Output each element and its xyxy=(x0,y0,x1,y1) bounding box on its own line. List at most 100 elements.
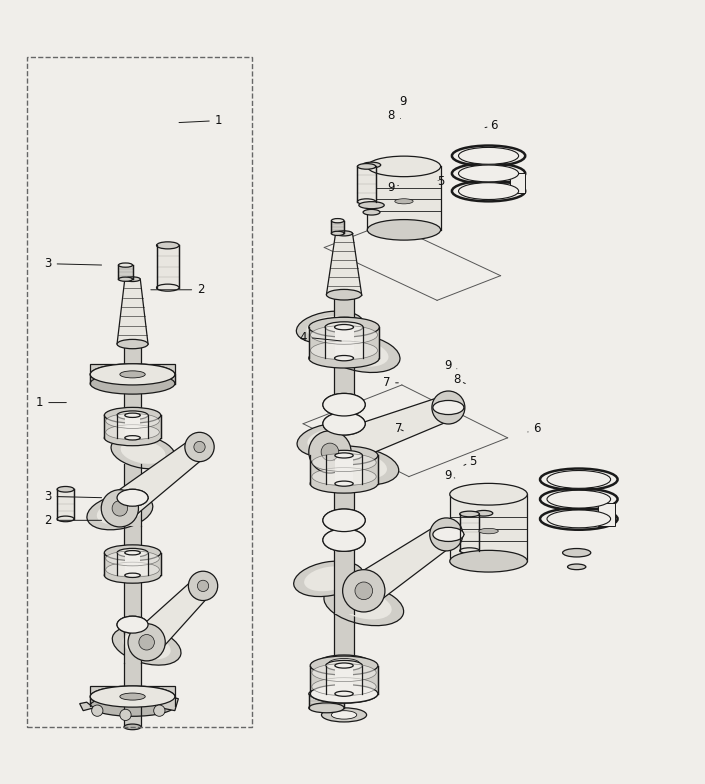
Ellipse shape xyxy=(57,516,74,521)
Text: 3: 3 xyxy=(44,490,102,503)
Ellipse shape xyxy=(326,660,362,670)
Circle shape xyxy=(188,572,218,601)
Ellipse shape xyxy=(458,165,519,182)
Ellipse shape xyxy=(433,401,464,415)
Text: 9: 9 xyxy=(444,359,457,372)
Ellipse shape xyxy=(323,509,365,532)
Ellipse shape xyxy=(460,548,479,554)
Text: 1: 1 xyxy=(36,396,66,409)
Polygon shape xyxy=(157,695,178,710)
Bar xyxy=(310,456,378,484)
Ellipse shape xyxy=(118,263,133,267)
Polygon shape xyxy=(117,279,148,344)
Ellipse shape xyxy=(106,413,159,428)
Ellipse shape xyxy=(117,339,148,349)
Circle shape xyxy=(321,443,339,461)
Ellipse shape xyxy=(111,435,175,469)
Ellipse shape xyxy=(323,528,365,551)
Bar xyxy=(157,245,179,288)
Ellipse shape xyxy=(304,566,353,591)
Ellipse shape xyxy=(335,355,354,361)
Bar xyxy=(57,489,74,519)
Text: 8: 8 xyxy=(388,109,400,122)
Text: 9: 9 xyxy=(388,181,398,194)
Bar xyxy=(325,327,363,358)
Circle shape xyxy=(92,705,103,717)
Ellipse shape xyxy=(335,339,388,367)
Bar xyxy=(331,220,344,234)
Ellipse shape xyxy=(335,325,354,330)
Ellipse shape xyxy=(97,499,143,524)
Bar xyxy=(104,416,161,437)
Ellipse shape xyxy=(90,373,175,394)
Ellipse shape xyxy=(157,241,179,249)
Bar xyxy=(157,245,179,288)
Ellipse shape xyxy=(331,231,344,235)
Ellipse shape xyxy=(329,659,360,668)
Ellipse shape xyxy=(332,452,387,479)
Ellipse shape xyxy=(112,626,181,665)
Ellipse shape xyxy=(310,684,378,703)
Circle shape xyxy=(185,432,214,462)
Ellipse shape xyxy=(326,289,362,300)
Bar xyxy=(104,553,161,575)
Ellipse shape xyxy=(121,440,166,464)
Bar xyxy=(357,166,376,201)
Ellipse shape xyxy=(474,510,493,516)
Ellipse shape xyxy=(450,550,527,572)
Ellipse shape xyxy=(90,695,175,717)
Ellipse shape xyxy=(125,277,140,281)
Bar xyxy=(510,173,525,193)
Bar xyxy=(334,364,354,423)
Ellipse shape xyxy=(336,590,392,619)
Bar xyxy=(124,344,141,375)
Ellipse shape xyxy=(547,470,611,488)
Circle shape xyxy=(139,634,154,650)
Ellipse shape xyxy=(336,230,352,236)
Circle shape xyxy=(120,710,131,720)
Text: 4: 4 xyxy=(300,331,341,343)
Ellipse shape xyxy=(458,147,519,164)
Bar xyxy=(331,220,344,234)
Bar xyxy=(124,526,141,554)
Ellipse shape xyxy=(335,453,353,458)
Bar xyxy=(334,614,354,655)
Bar xyxy=(117,553,148,575)
Ellipse shape xyxy=(117,616,148,633)
Ellipse shape xyxy=(331,398,357,412)
Bar xyxy=(124,382,141,427)
Ellipse shape xyxy=(311,325,378,344)
Ellipse shape xyxy=(310,684,378,703)
Ellipse shape xyxy=(323,318,365,328)
Ellipse shape xyxy=(433,401,464,415)
Bar xyxy=(335,666,353,694)
Ellipse shape xyxy=(118,277,133,281)
Bar xyxy=(460,514,479,550)
Ellipse shape xyxy=(106,425,159,440)
Ellipse shape xyxy=(320,447,399,485)
Ellipse shape xyxy=(117,411,148,419)
Ellipse shape xyxy=(479,528,498,534)
Ellipse shape xyxy=(323,412,365,435)
Ellipse shape xyxy=(123,619,142,630)
Ellipse shape xyxy=(104,430,161,446)
Ellipse shape xyxy=(433,528,464,542)
Bar xyxy=(309,694,344,708)
Bar xyxy=(334,327,353,358)
Polygon shape xyxy=(111,438,207,521)
Bar xyxy=(598,503,615,526)
Ellipse shape xyxy=(335,663,353,668)
Ellipse shape xyxy=(460,511,479,517)
Ellipse shape xyxy=(125,550,140,555)
Ellipse shape xyxy=(125,413,140,417)
Ellipse shape xyxy=(106,562,159,577)
Bar xyxy=(90,686,175,706)
Ellipse shape xyxy=(312,453,376,471)
Bar xyxy=(309,327,379,358)
Ellipse shape xyxy=(321,708,367,722)
Ellipse shape xyxy=(312,677,376,695)
Bar xyxy=(309,694,344,708)
Ellipse shape xyxy=(123,632,171,659)
Text: 1: 1 xyxy=(179,114,222,127)
Bar xyxy=(334,540,354,614)
